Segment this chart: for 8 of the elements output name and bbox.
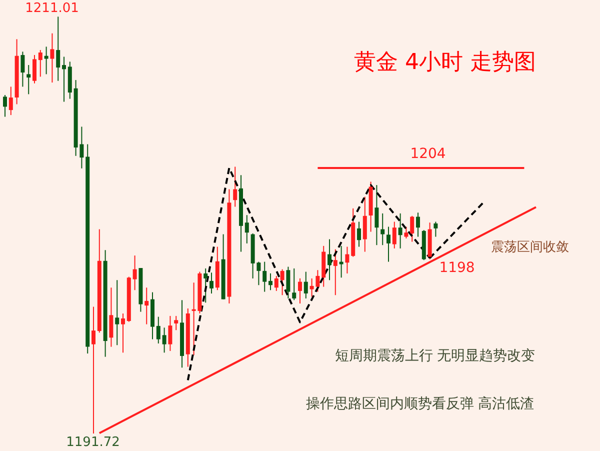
text: 1191.72 [66, 435, 120, 450]
annotation: 操作思路区间内顺势看反弹 高沽低渣 [306, 396, 534, 412]
text: 1211.01 [25, 1, 79, 16]
annotation: 震荡区间收敛 [491, 240, 569, 255]
text: 黄金 4小时 走势图 [354, 50, 536, 75]
annotation: 1198 [439, 260, 475, 276]
annotation: 短周期震荡上行 无明显趋势改变 [334, 348, 536, 364]
annotation: 1204 [410, 146, 446, 162]
